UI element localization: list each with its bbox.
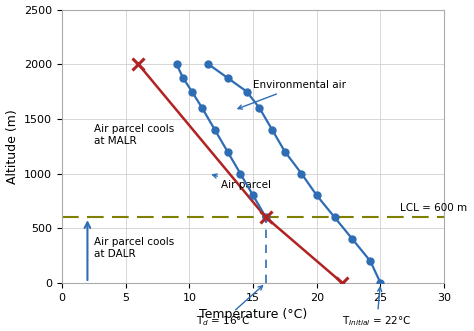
Text: Air parcel cools
at DALR: Air parcel cools at DALR [94, 237, 174, 259]
Text: T$_{Initial}$ = 22°C: T$_{Initial}$ = 22°C [342, 287, 411, 328]
X-axis label: Temperature (°C): Temperature (°C) [199, 308, 307, 321]
Text: T$_d$ = 16°C: T$_d$ = 16°C [196, 286, 263, 328]
Text: Air parcel cools
at MALR: Air parcel cools at MALR [94, 124, 174, 146]
Text: Environmental air: Environmental air [238, 80, 346, 109]
Text: LCL = 600 m: LCL = 600 m [400, 203, 467, 213]
Y-axis label: Altitude (m): Altitude (m) [6, 109, 18, 184]
Text: Air parcel: Air parcel [213, 174, 271, 190]
